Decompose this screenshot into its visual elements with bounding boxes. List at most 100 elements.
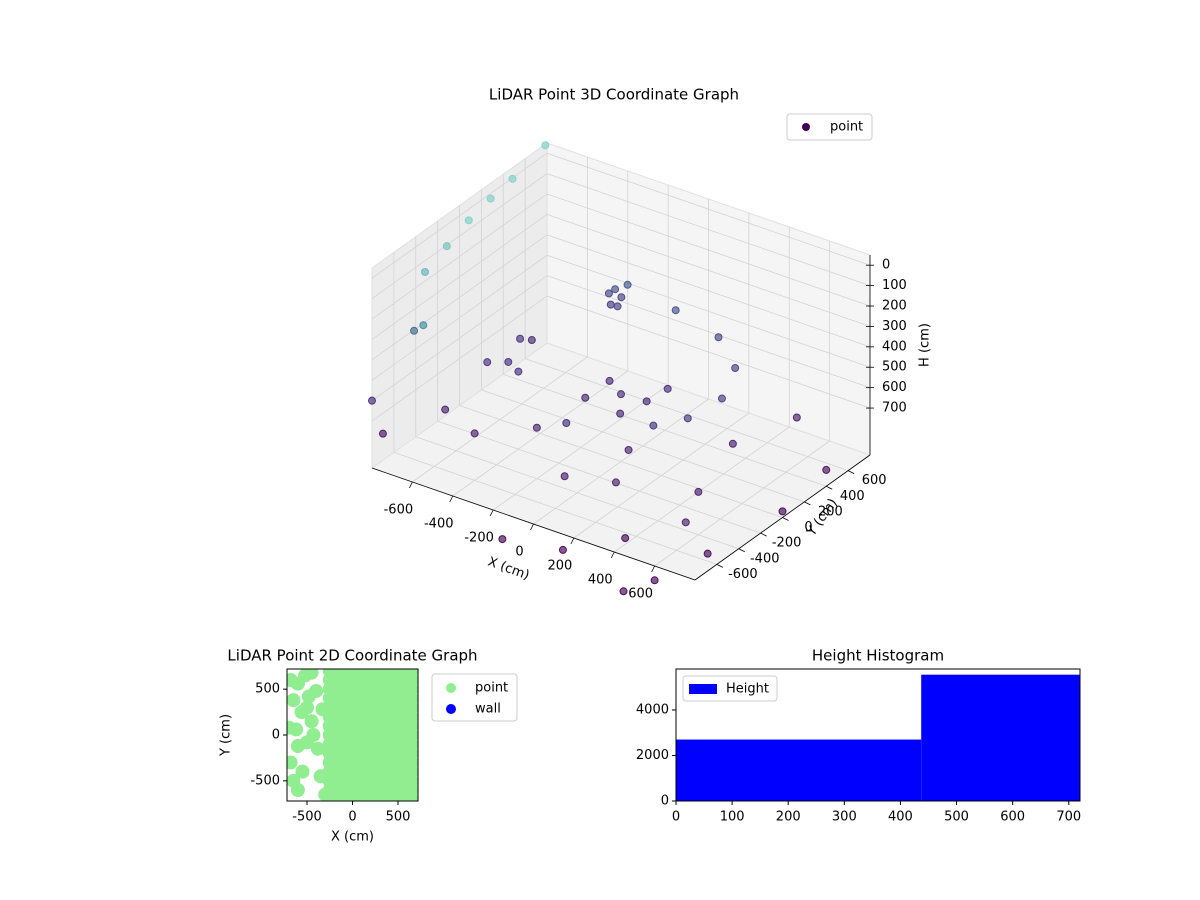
legend-marker bbox=[802, 123, 810, 131]
y-tick-label: -200 bbox=[772, 536, 802, 551]
point bbox=[694, 487, 703, 496]
y-tick-label: 200 bbox=[818, 504, 843, 519]
x-tick-label: -600 bbox=[384, 503, 414, 518]
grid-line bbox=[371, 173, 548, 299]
point bbox=[442, 242, 451, 251]
legend-label: point bbox=[830, 120, 863, 135]
y-tick-label: 500 bbox=[255, 682, 280, 697]
legend-label: point bbox=[475, 681, 508, 696]
point bbox=[313, 769, 328, 784]
x-tick-label: 0 bbox=[672, 810, 680, 825]
point bbox=[508, 174, 517, 183]
x-tick-label: 700 bbox=[1056, 810, 1081, 825]
grid-line bbox=[371, 234, 548, 361]
point bbox=[404, 669, 418, 678]
x-tick-label: 0 bbox=[348, 810, 356, 825]
point bbox=[703, 549, 712, 558]
y-tick-label: 2000 bbox=[636, 748, 669, 763]
point bbox=[560, 472, 569, 481]
point bbox=[663, 384, 672, 393]
point bbox=[289, 722, 304, 737]
point bbox=[310, 741, 325, 756]
point bbox=[623, 280, 632, 289]
z-tick-label: 0 bbox=[882, 258, 890, 273]
point bbox=[410, 326, 419, 335]
legend-marker bbox=[446, 704, 456, 714]
z-tick-label: 600 bbox=[882, 380, 907, 395]
tick-mark bbox=[760, 532, 767, 537]
x-tick-label: 600 bbox=[628, 587, 653, 602]
x-tick-label: 200 bbox=[547, 559, 572, 574]
z-tick-label: 700 bbox=[882, 401, 907, 416]
grid-line bbox=[371, 254, 548, 381]
tick-mark bbox=[738, 548, 745, 553]
tick-mark bbox=[449, 495, 454, 503]
x-tick-label: 500 bbox=[386, 810, 411, 825]
point bbox=[290, 739, 305, 753]
point bbox=[624, 445, 633, 454]
tick-mark bbox=[826, 485, 833, 490]
point bbox=[498, 535, 507, 544]
chart-title: Height Histogram bbox=[812, 647, 944, 665]
legend-box bbox=[682, 675, 778, 702]
point bbox=[683, 414, 692, 423]
tick-mark bbox=[409, 481, 413, 489]
z-tick-label: 200 bbox=[882, 299, 907, 314]
y-tick-label: 0 bbox=[661, 794, 669, 809]
z-axis-label: H (cm) bbox=[918, 323, 933, 367]
grid-line bbox=[546, 275, 871, 389]
x-tick-label: -400 bbox=[424, 517, 454, 532]
point bbox=[649, 421, 658, 430]
point bbox=[792, 413, 801, 422]
tick-mark bbox=[782, 517, 789, 521]
y-axis-label: Y (cm) bbox=[219, 714, 234, 757]
point bbox=[527, 336, 536, 345]
point bbox=[541, 141, 550, 150]
grid-line bbox=[371, 214, 548, 340]
grid-line bbox=[459, 405, 783, 518]
grid-line bbox=[546, 193, 871, 307]
y-tick-label: 400 bbox=[840, 489, 865, 504]
x-axis-label: X (cm) bbox=[486, 555, 532, 584]
point bbox=[486, 194, 495, 203]
tick-mark bbox=[651, 565, 655, 573]
y-tick-label: 600 bbox=[862, 473, 887, 488]
legend-label: wall bbox=[475, 702, 501, 717]
grid-line bbox=[546, 234, 871, 348]
point bbox=[650, 576, 659, 585]
point bbox=[532, 423, 541, 432]
grid-line bbox=[371, 152, 548, 279]
grid-line bbox=[415, 436, 739, 550]
grid-line bbox=[546, 214, 871, 327]
grid-line bbox=[371, 275, 548, 401]
bar bbox=[676, 739, 922, 801]
point bbox=[558, 545, 567, 554]
point bbox=[728, 439, 737, 448]
point bbox=[671, 306, 680, 315]
bar bbox=[921, 674, 1080, 801]
legend-patch bbox=[689, 684, 717, 694]
x-tick-label: 300 bbox=[832, 810, 857, 825]
point bbox=[504, 357, 513, 366]
x-tick-label: 200 bbox=[776, 810, 801, 825]
point bbox=[304, 669, 319, 680]
tick-mark bbox=[530, 523, 534, 531]
point bbox=[290, 783, 305, 797]
chart-title: LiDAR Point 3D Coordinate Graph bbox=[489, 86, 739, 104]
legend-label: Height bbox=[726, 682, 769, 697]
point bbox=[421, 267, 429, 276]
y-tick-label: 4000 bbox=[636, 702, 669, 717]
point bbox=[616, 409, 625, 418]
y-tick-label: 0 bbox=[804, 520, 812, 535]
point bbox=[419, 321, 428, 330]
grid-line bbox=[437, 420, 761, 534]
point bbox=[778, 507, 787, 516]
z-tick-label: 300 bbox=[882, 319, 907, 334]
point bbox=[318, 787, 333, 801]
z-tick-label: 500 bbox=[882, 360, 907, 375]
point bbox=[441, 405, 450, 414]
grid-line bbox=[503, 373, 827, 487]
point bbox=[300, 700, 315, 715]
point bbox=[295, 764, 310, 779]
